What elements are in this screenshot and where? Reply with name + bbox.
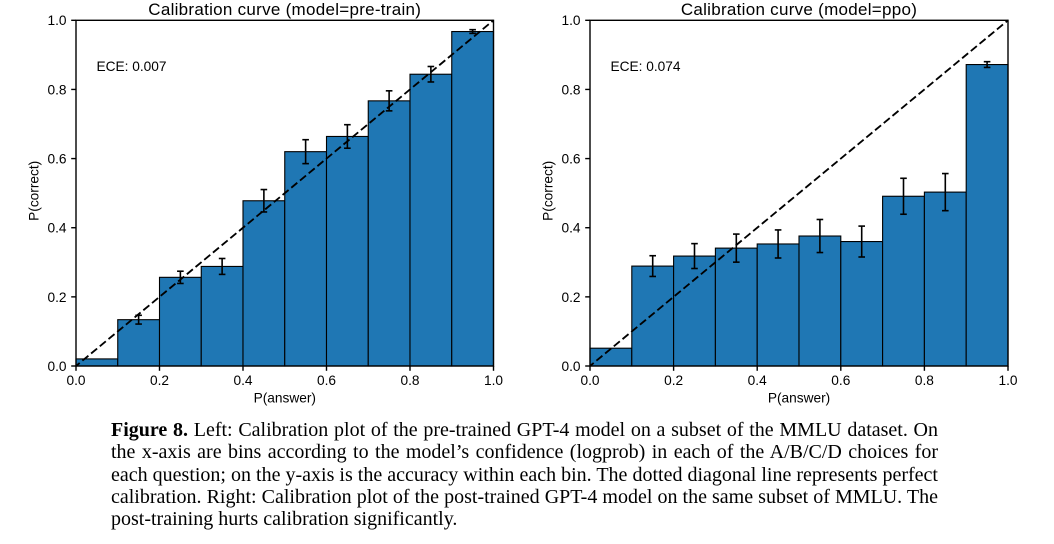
svg-text:0.2: 0.2 [150,373,169,388]
svg-text:0.8: 0.8 [400,373,419,388]
svg-text:0.6: 0.6 [317,373,336,388]
svg-text:0.6: 0.6 [47,151,66,166]
svg-text:P(correct): P(correct) [541,161,556,221]
svg-text:0.8: 0.8 [561,82,580,97]
svg-text:1.0: 1.0 [47,13,66,28]
svg-text:0.2: 0.2 [664,373,683,388]
svg-text:0.2: 0.2 [561,290,580,305]
svg-text:0.4: 0.4 [748,373,767,388]
svg-text:0.8: 0.8 [915,373,934,388]
svg-text:0.0: 0.0 [47,359,66,374]
svg-text:0.4: 0.4 [561,221,580,236]
svg-text:0.0: 0.0 [580,373,599,388]
svg-text:0.6: 0.6 [831,373,850,388]
svg-text:ECE: 0.074: ECE: 0.074 [611,59,681,74]
svg-text:1.0: 1.0 [484,373,503,388]
svg-text:Calibration curve (model=pre-t: Calibration curve (model=pre-train) [148,0,421,19]
svg-text:0.0: 0.0 [561,359,580,374]
svg-text:P(answer): P(answer) [768,390,830,405]
svg-text:P(answer): P(answer) [254,390,316,405]
svg-text:1.0: 1.0 [998,373,1017,388]
svg-text:0.2: 0.2 [47,290,66,305]
svg-text:0.4: 0.4 [233,373,252,388]
svg-text:ECE: 0.007: ECE: 0.007 [97,59,167,74]
svg-text:1.0: 1.0 [561,13,580,28]
svg-text:0.0: 0.0 [66,373,85,388]
svg-text:Calibration curve (model=ppo): Calibration curve (model=ppo) [681,0,917,19]
svg-text:0.6: 0.6 [561,151,580,166]
svg-text:0.4: 0.4 [47,221,66,236]
svg-text:0.8: 0.8 [47,82,66,97]
svg-text:P(correct): P(correct) [27,161,42,221]
